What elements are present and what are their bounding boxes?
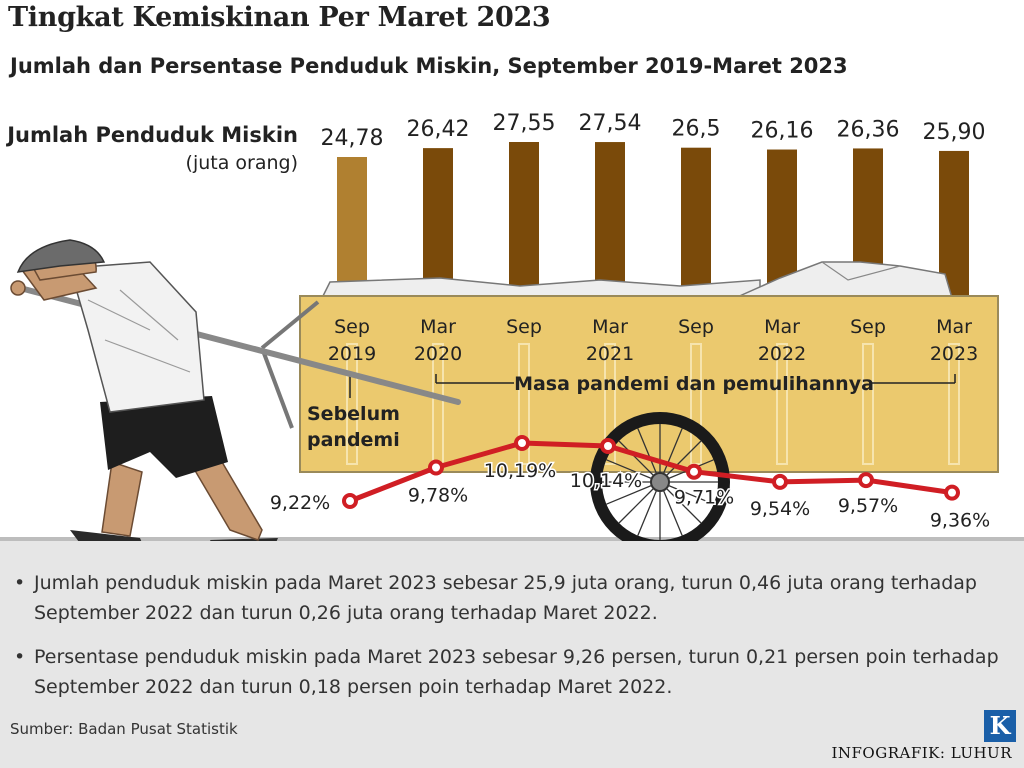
- bullet-dot-icon: •: [14, 572, 26, 594]
- line-value-label: 9,36%: [930, 510, 990, 532]
- bar: [423, 148, 453, 296]
- line-point: [514, 435, 530, 451]
- infographic-credit: INFOGRAFIK: LUHUR: [831, 744, 1012, 762]
- line-point: [342, 493, 358, 509]
- bullet-text-1: Jumlah penduduk miskin pada Maret 2023 s…: [34, 572, 977, 624]
- line-point: [686, 463, 702, 480]
- line-series-group: 9,22% 9,78% 10,19% 10,14% 9,71% 9,54% 9,57% 9,3…: [268, 435, 992, 533]
- line-series-path: [349, 440, 953, 504]
- puller-figure: [10, 239, 278, 541]
- cart-frame-slot: [518, 343, 530, 465]
- bar-value-label: 27,55: [493, 111, 556, 136]
- x-tick-month: Mar: [592, 316, 628, 338]
- chart-title: Tingkat Kemiskinan Per Maret 2023: [8, 2, 551, 33]
- x-tick-year: 2019: [328, 343, 376, 365]
- chart-subtitle: Jumlah dan Persentase Penduduk Miskin, S…: [10, 54, 848, 78]
- bar-series-unit: (juta orang): [186, 152, 298, 174]
- x-tick-year: 2020: [414, 343, 462, 365]
- sandal-right: [210, 538, 278, 541]
- cart-frame-slot: [346, 343, 358, 465]
- line-value-label: 9,57%: [838, 495, 898, 517]
- bullet-item-1: • Jumlah penduduk miskin pada Maret 2023…: [14, 568, 1004, 628]
- bar-value-label: 26,16: [751, 119, 814, 144]
- cart-handle-brace: [260, 347, 294, 429]
- x-tick-month: Sep: [678, 316, 714, 338]
- bar: [681, 147, 711, 296]
- pre-pandemic-annotation-line1: Sebelum: [307, 403, 400, 425]
- bar-value-label: 24,78: [321, 126, 384, 151]
- cart-frame-slot: [948, 343, 960, 465]
- line-point: [772, 473, 788, 490]
- bar-value-label: 27,54: [579, 111, 642, 136]
- x-tick-year: 2022: [758, 343, 806, 365]
- cart-wheel: [590, 412, 730, 541]
- pandemic-annotation: Masa pandemi dan pemulihannya: [514, 373, 874, 395]
- cart-body: [299, 295, 999, 473]
- info-panel: [0, 541, 1024, 768]
- shorts: [100, 396, 228, 478]
- bar-value-label: 26,42: [407, 117, 470, 142]
- line-value-label: 9,78%: [408, 485, 468, 507]
- hand: [10, 280, 26, 296]
- wheel-tire: [590, 412, 730, 541]
- bar-value-label: 25,90: [923, 120, 986, 145]
- line-point: [428, 459, 444, 476]
- bar-series-label: Jumlah Penduduk Miskin: [5, 123, 298, 147]
- sack-right-shape: [734, 261, 953, 299]
- x-tick-month: Mar: [420, 316, 456, 338]
- x-tick-month: Sep: [334, 316, 370, 338]
- cart-frame-slot: [862, 343, 874, 465]
- shirt-folds: [87, 289, 191, 373]
- line-point: [600, 437, 616, 454]
- chart-svg: Jumlah Penduduk Miskin (juta orang) 24,7…: [0, 111, 1024, 541]
- x-tick-year: 2021: [586, 343, 634, 365]
- bar: [767, 149, 797, 296]
- bullet-item-2: • Persentase penduduk miskin pada Maret …: [14, 642, 1004, 702]
- bar: [509, 142, 539, 296]
- ground-line: [0, 537, 1024, 541]
- leg-left: [101, 461, 143, 537]
- cart-frame-slot: [776, 343, 788, 465]
- x-tick-month: Sep: [506, 316, 542, 338]
- cart-handle-upper: [260, 300, 320, 350]
- pre-pandemic-annotation-line2: pandemi: [307, 429, 400, 451]
- x-tick-month: Sep: [850, 316, 886, 338]
- bar: [337, 157, 367, 296]
- bar-value-label: 26,5: [672, 117, 721, 142]
- line-value-label: 10,14%: [570, 470, 642, 492]
- x-tick-year: 2023: [930, 343, 978, 365]
- bar: [595, 142, 625, 296]
- kompas-logo: K: [984, 710, 1016, 742]
- cap: [16, 239, 106, 273]
- sandal-left: [70, 530, 142, 541]
- bars-group: 24,78 26,42 27,55 27,54 26,5 26,16 26,36 25,90: [321, 111, 986, 296]
- x-tick-month: Mar: [764, 316, 800, 338]
- sack-fold-line: [821, 261, 901, 281]
- line-value-label: 9,22%: [270, 492, 330, 514]
- line-value-label: 10,19%: [484, 460, 556, 482]
- x-tick-month: Mar: [936, 316, 972, 338]
- wheel-hub: [650, 472, 670, 492]
- bullet-text-2: Persentase penduduk miskin pada Maret 20…: [34, 646, 999, 698]
- line-value-label: 9,71%: [674, 487, 734, 509]
- cart-frame-slot: [604, 343, 616, 465]
- source-note: Sumber: Badan Pusat Statistik: [10, 720, 238, 738]
- shirt: [69, 261, 205, 413]
- bar: [939, 150, 969, 296]
- line-point: [944, 484, 960, 501]
- line-point: [858, 472, 874, 489]
- bar-value-label: 26,36: [837, 117, 900, 142]
- leg-right: [188, 461, 263, 541]
- bullet-dot-icon: •: [14, 646, 26, 668]
- line-value-label: 9,54%: [750, 498, 810, 520]
